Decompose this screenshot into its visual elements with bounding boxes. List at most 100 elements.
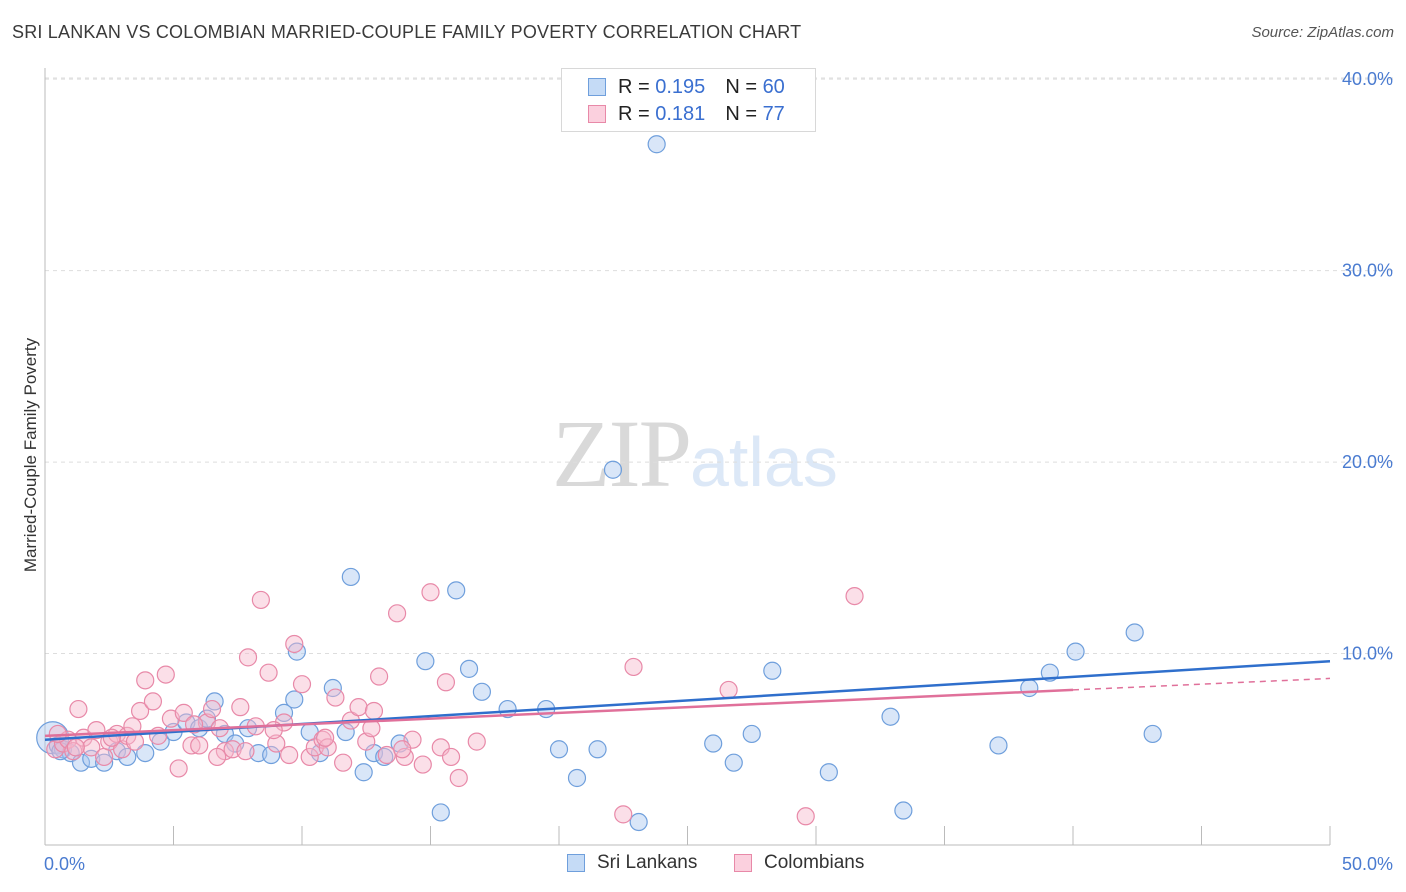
data-point-sri-lankans: [1143, 724, 1162, 744]
data-point-sri-lankans: [274, 703, 294, 722]
data-point-colombians: [251, 590, 270, 610]
data-point-colombians: [130, 701, 150, 721]
legend-n-value: 77: [762, 102, 785, 125]
data-point-colombians: [349, 698, 368, 717]
data-point-colombians: [66, 738, 85, 757]
data-point-sri-lankans: [881, 707, 900, 726]
y-tick-label: 20.0%: [1342, 452, 1393, 472]
legend-r-value: 0.195: [655, 75, 706, 98]
data-point-sri-lankans: [431, 803, 450, 822]
data-point-sri-lankans: [1125, 623, 1144, 642]
data-point-sri-lankans: [262, 745, 281, 765]
data-point-colombians: [236, 742, 255, 761]
bottom-legend-label: Colombians: [764, 852, 865, 873]
data-point-colombians: [267, 734, 286, 753]
data-point-colombians: [614, 805, 633, 824]
data-point-colombians: [845, 586, 864, 606]
data-point-sri-lankans: [742, 724, 761, 744]
data-point-colombians: [69, 699, 88, 719]
legend-n-label: N =: [725, 75, 757, 98]
bottom-legend-colombians: Colombians: [734, 852, 864, 874]
data-point-colombians: [143, 692, 163, 711]
data-point-colombians: [95, 747, 114, 767]
legend-swatch-blue: [588, 78, 606, 96]
data-point-colombians: [300, 747, 319, 767]
legend-n-label: N =: [725, 102, 757, 125]
chart-title: SRI LANKAN VS COLOMBIAN MARRIED-COUPLE F…: [12, 22, 802, 42]
data-point-colombians: [326, 688, 345, 707]
data-point-colombians: [364, 701, 384, 721]
data-point-sri-lankans: [567, 768, 587, 788]
data-point-sri-lankans: [354, 763, 373, 782]
y-tick-label: 40.0%: [1342, 69, 1393, 89]
data-point-colombians: [357, 732, 376, 751]
legend-r-label: R =: [618, 75, 650, 98]
data-point-colombians: [292, 675, 312, 694]
data-point-colombians: [156, 665, 175, 684]
data-point-colombians: [441, 747, 461, 767]
bottom-legend-swatch-blue: [567, 854, 585, 872]
data-point-sri-lankans: [819, 763, 838, 782]
data-point-colombians: [182, 736, 201, 755]
data-point-sri-lankans: [341, 567, 360, 587]
data-point-sri-lankans: [647, 135, 666, 154]
data-point-colombians: [316, 728, 335, 747]
data-point-sri-lankans: [724, 753, 743, 772]
data-point-colombians: [467, 732, 486, 751]
data-point-sri-lankans: [95, 753, 114, 772]
data-point-colombians: [208, 747, 227, 767]
data-point-colombians: [190, 736, 209, 755]
trend-line-extension: [1072, 677, 1331, 691]
data-point-sri-lankans: [472, 682, 491, 701]
data-point-sri-lankans: [498, 699, 517, 719]
data-point-colombians: [259, 663, 278, 682]
data-point-sri-lankans: [1020, 678, 1039, 698]
data-point-sri-lankans: [704, 734, 723, 753]
data-point-colombians: [624, 657, 643, 677]
data-point-sri-lankans: [416, 652, 435, 671]
data-point-colombians: [796, 807, 815, 826]
legend-n-value: 60: [762, 75, 785, 98]
data-point-colombians: [393, 740, 412, 759]
data-point-sri-lankans: [549, 740, 569, 759]
legend-r-value: 0.181: [655, 102, 706, 125]
data-point-colombians: [719, 680, 738, 700]
trend-lines: [44, 659, 1331, 741]
legend-row-sri-lankans: R = 0.195 N = 60: [588, 75, 785, 99]
data-point-sri-lankans: [459, 659, 479, 678]
axes: [44, 68, 1331, 846]
data-point-colombians: [274, 713, 294, 732]
data-point-colombians: [82, 738, 101, 757]
data-point-sri-lankans: [447, 581, 466, 600]
data-point-colombians: [413, 755, 432, 774]
data-point-sri-lankans: [285, 690, 304, 709]
data-point-sri-lankans: [375, 747, 394, 767]
data-point-colombians: [202, 699, 222, 719]
data-point-sri-lankans: [763, 661, 782, 680]
chart-source: Source: ZipAtlas.com: [1251, 24, 1394, 41]
data-point-sri-lankans: [603, 460, 623, 479]
data-point-colombians: [136, 671, 155, 690]
bottom-legend-swatch-pink: [734, 854, 752, 872]
data-point-colombians: [280, 745, 299, 765]
data-point-colombians: [370, 667, 389, 686]
y-tick-label: 30.0%: [1342, 261, 1393, 281]
y-axis-label: Married-Couple Family Poverty: [21, 337, 40, 572]
data-point-colombians: [387, 604, 407, 623]
data-point-colombians: [231, 698, 250, 717]
tick-labels: 10.0% 20.0% 30.0% 40.0% 0.0% 50.0%: [44, 69, 1393, 874]
data-point-colombians: [174, 703, 193, 722]
bottom-legend-sri-lankans: Sri Lankans: [567, 852, 697, 874]
bottom-legend-label: Sri Lankans: [597, 852, 698, 873]
data-point-sri-lankans: [894, 801, 913, 820]
legend: R = 0.195 N = 60 R = 0.181 N = 77: [561, 68, 816, 132]
data-point-sri-lankans: [1066, 642, 1085, 661]
data-point-colombians: [377, 745, 396, 765]
data-point-sri-lankans: [629, 812, 648, 832]
data-point-colombians: [421, 583, 440, 602]
data-point-colombians: [334, 753, 353, 772]
data-point-sri-lankans: [588, 740, 607, 759]
data-point-colombians: [285, 634, 304, 654]
data-point-colombians: [449, 768, 468, 788]
trend-line: [44, 688, 1074, 738]
